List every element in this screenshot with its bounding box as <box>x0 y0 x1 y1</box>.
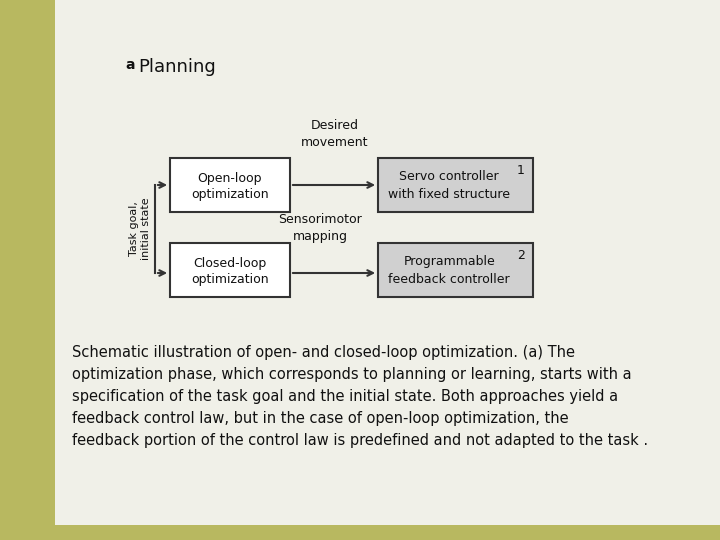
Text: specification of the task goal and the initial state. Both approaches yield a: specification of the task goal and the i… <box>72 389 618 404</box>
Text: Task goal,
initial state: Task goal, initial state <box>129 198 151 260</box>
Bar <box>170 243 290 297</box>
Text: with fixed structure: with fixed structure <box>388 188 510 201</box>
Text: feedback control law, but in the case of open-loop optimization, the: feedback control law, but in the case of… <box>72 411 569 426</box>
Text: 2: 2 <box>517 249 525 262</box>
Text: Open-loop: Open-loop <box>198 172 262 185</box>
Bar <box>0 525 720 540</box>
Text: feedback controller: feedback controller <box>389 273 510 286</box>
Text: Sensorimotor
mapping: Sensorimotor mapping <box>278 213 362 243</box>
Bar <box>0 0 55 540</box>
Text: 1: 1 <box>517 164 525 177</box>
Text: Programmable: Programmable <box>403 255 495 268</box>
Bar <box>378 158 533 212</box>
Bar <box>170 158 290 212</box>
Text: optimization phase, which corresponds to planning or learning, starts with a: optimization phase, which corresponds to… <box>72 367 631 382</box>
Text: feedback portion of the control law is predefined and not adapted to the task .: feedback portion of the control law is p… <box>72 433 648 448</box>
Text: Schematic illustration of open- and closed-loop optimization. (a) The: Schematic illustration of open- and clos… <box>72 345 575 360</box>
Text: Desired
movement: Desired movement <box>301 119 369 149</box>
Text: optimization: optimization <box>192 273 269 286</box>
Bar <box>378 243 533 297</box>
Text: Servo controller: Servo controller <box>400 171 499 184</box>
Text: optimization: optimization <box>192 188 269 201</box>
Text: Planning: Planning <box>138 58 216 76</box>
Text: Closed-loop: Closed-loop <box>194 257 266 270</box>
Text: a: a <box>125 58 135 72</box>
